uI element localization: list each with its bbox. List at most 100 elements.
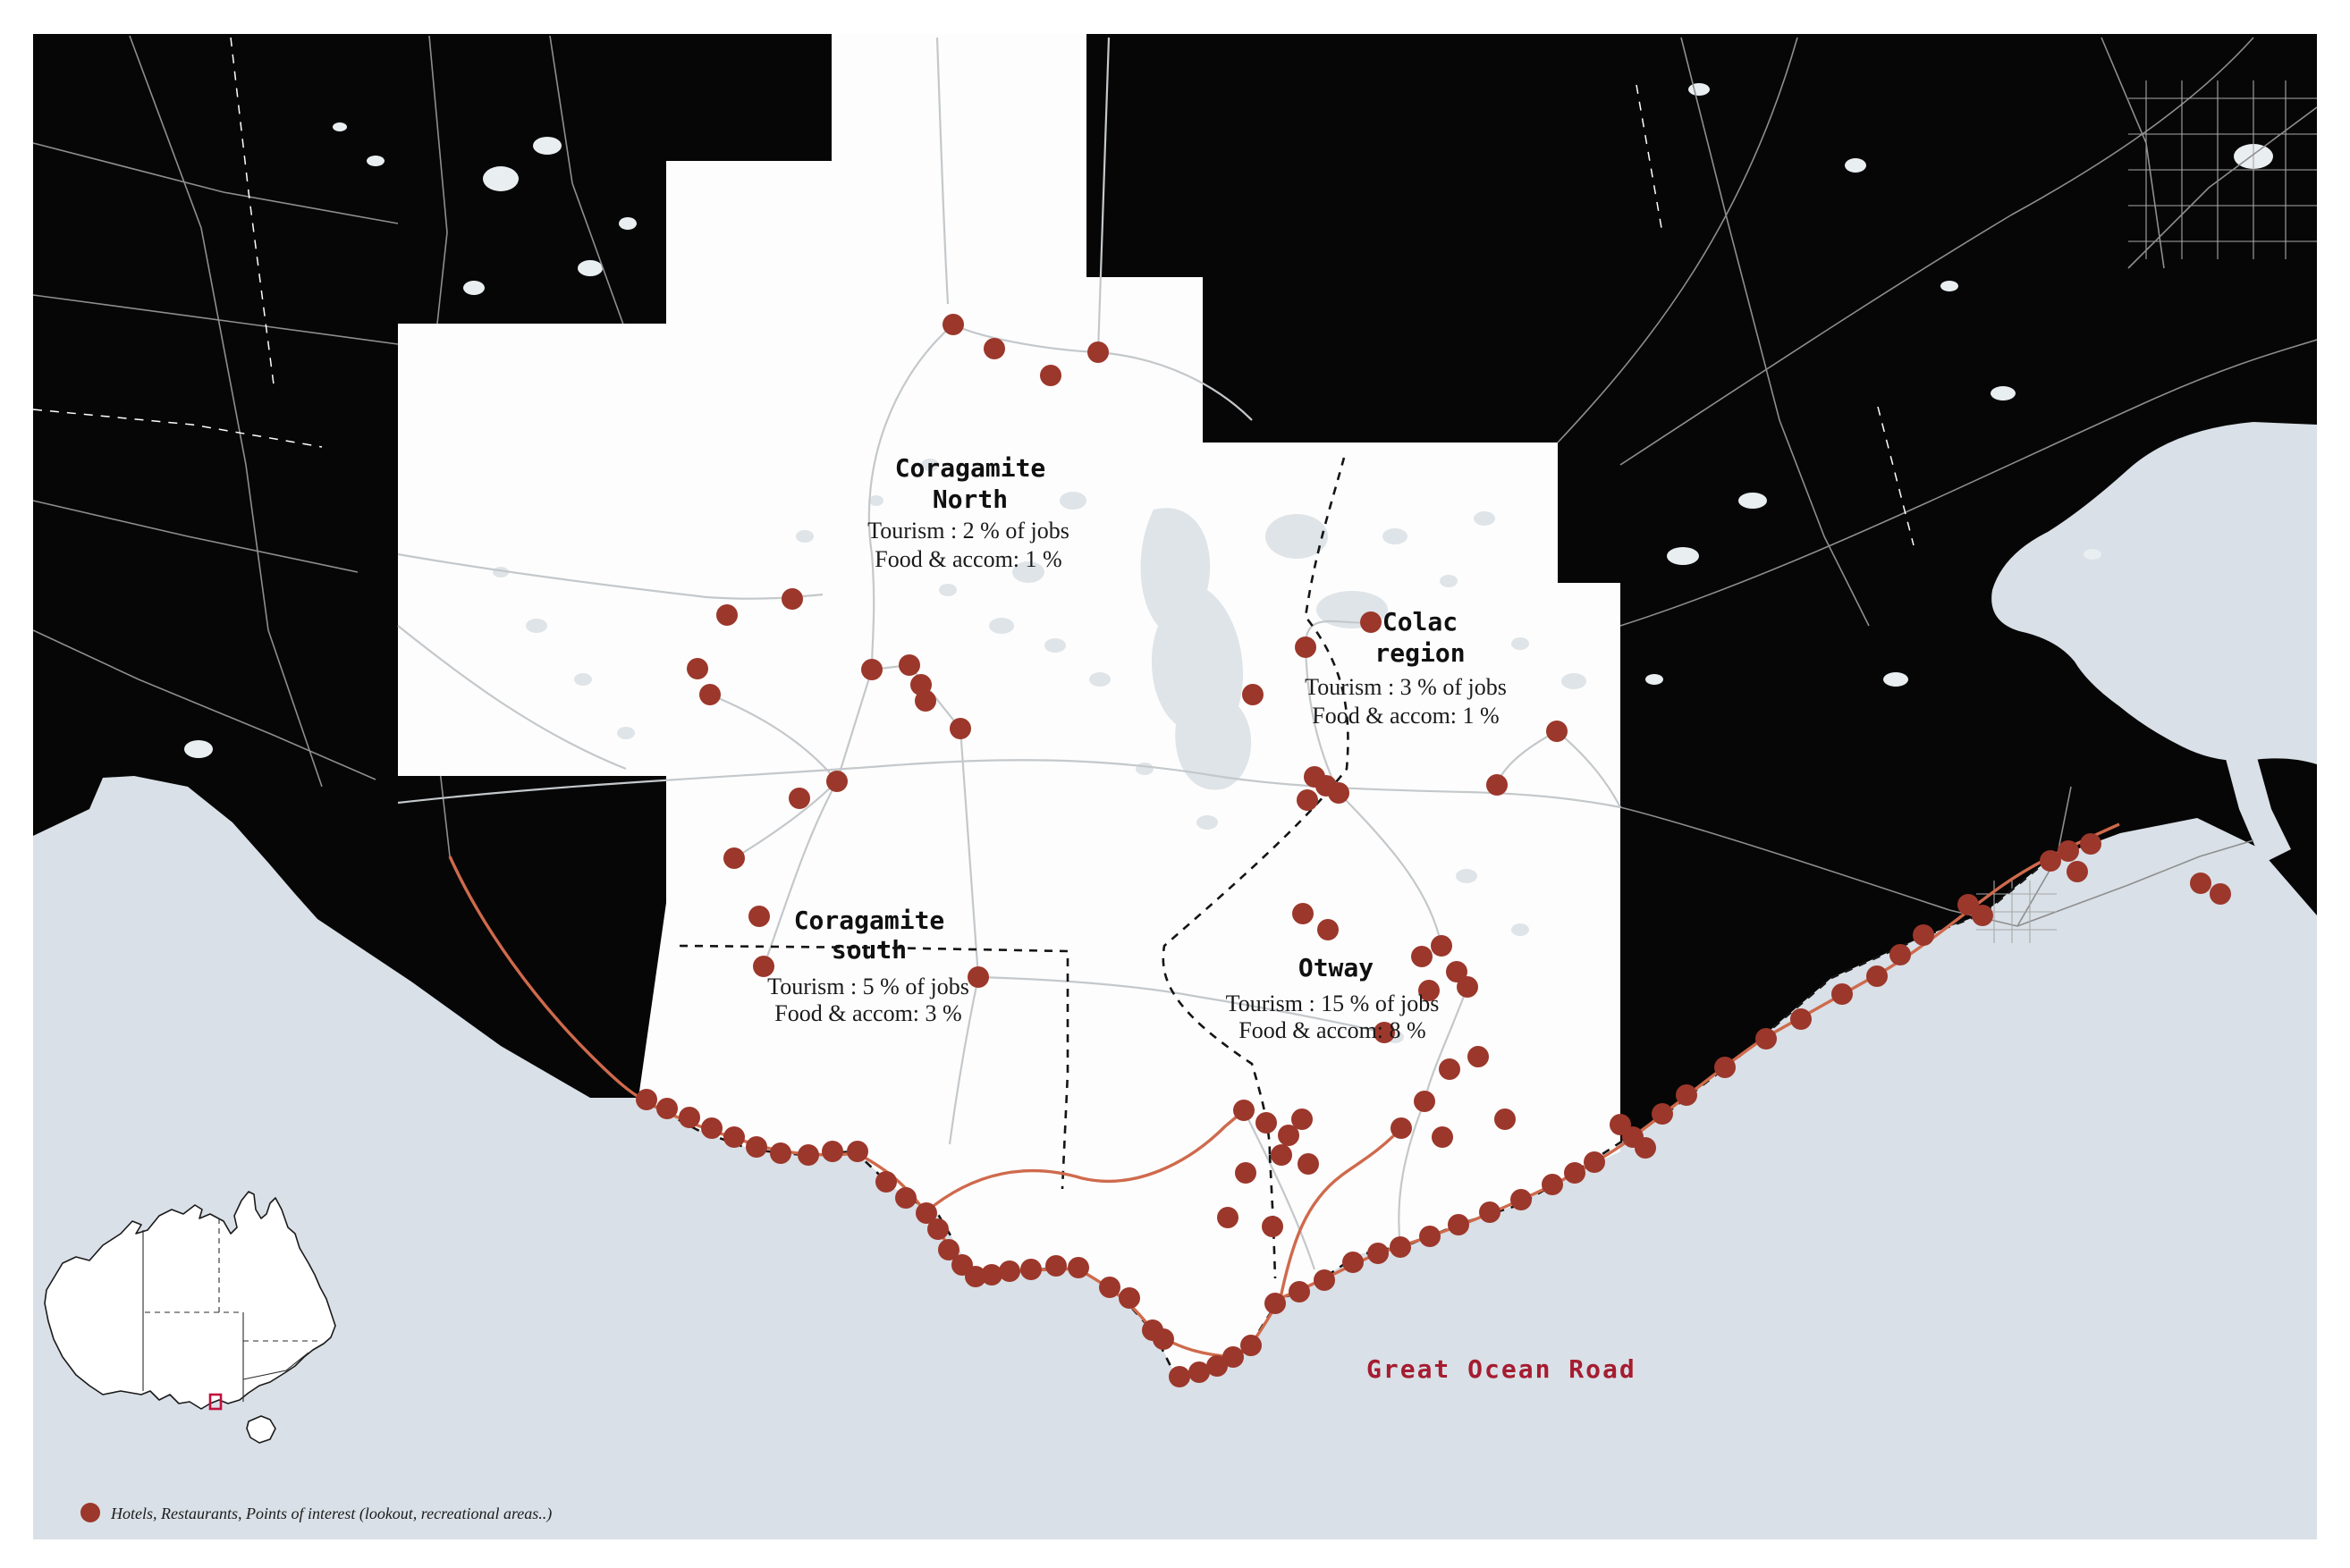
- poi-marker: [1913, 924, 1934, 946]
- poi-marker: [1291, 1109, 1313, 1130]
- poi-marker: [1431, 935, 1452, 957]
- poi-marker: [938, 1239, 959, 1260]
- poi-marker: [1584, 1151, 1605, 1173]
- region-title-coragamite-north-line2: North: [933, 485, 1008, 514]
- region-stat-coragamite-south-2: Food & accom: 3 %: [774, 1000, 961, 1026]
- poi-marker: [1790, 1008, 1812, 1030]
- poi-marker: [1432, 1126, 1453, 1148]
- poi-marker: [1142, 1319, 1163, 1341]
- poi-marker: [1262, 1216, 1283, 1237]
- poi-marker: [861, 659, 883, 680]
- region-stat-colac-2: Food & accom: 1 %: [1312, 703, 1499, 729]
- poi-marker: [1278, 1125, 1299, 1146]
- poi-marker: [1457, 976, 1478, 998]
- state-borders: [142, 1218, 320, 1402]
- poi-marker: [2190, 873, 2211, 894]
- poi-marker: [746, 1136, 767, 1158]
- poi-marker: [943, 314, 964, 335]
- poi-marker: [999, 1260, 1020, 1282]
- poi-marker: [1635, 1137, 1656, 1159]
- poi-marker: [782, 588, 803, 610]
- poi-marker: [656, 1098, 678, 1119]
- poi-marker: [981, 1264, 1002, 1286]
- poi-marker: [2040, 850, 2061, 872]
- poi-markers: [636, 314, 2231, 1387]
- region-stat-otway-2: Food & accom: 8 %: [1238, 1017, 1425, 1043]
- region-title-coragamite-south-line2: south: [832, 935, 907, 965]
- poi-marker: [1510, 1189, 1532, 1210]
- geelong-street-grid: [1976, 881, 2057, 943]
- poi-marker: [1446, 961, 1467, 982]
- poi-marker: [951, 1254, 973, 1276]
- poi-marker: [1169, 1366, 1190, 1387]
- tasmania-outline: [246, 1415, 276, 1444]
- poi-marker: [916, 1202, 937, 1224]
- region-stat-coragamite-north-2: Food & accom: 1 %: [875, 546, 1061, 572]
- poi-marker: [1242, 684, 1264, 705]
- poi-marker: [1317, 919, 1339, 940]
- region-stat-coragamite-north-1: Tourism : 2 % of jobs: [867, 518, 1069, 544]
- poi-marker: [1676, 1084, 1697, 1106]
- region-labels: Coragamite North Tourism : 2 % of jobs F…: [767, 453, 1507, 1043]
- poi-marker: [1342, 1252, 1364, 1273]
- poi-marker: [1045, 1255, 1067, 1277]
- poi-marker: [1479, 1201, 1500, 1223]
- poi-marker: [716, 604, 738, 626]
- poi-marker: [1240, 1335, 1262, 1356]
- poi-marker: [1020, 1259, 1042, 1280]
- poi-marker: [1448, 1214, 1469, 1235]
- poi-marker: [1439, 1058, 1460, 1080]
- poi-marker: [679, 1107, 700, 1128]
- poi-marker: [2080, 833, 2101, 855]
- poi-marker: [1652, 1103, 1673, 1125]
- poi-marker: [895, 1187, 917, 1209]
- poi-marker: [1295, 636, 1316, 658]
- poi-marker: [1390, 1236, 1411, 1258]
- australia-outline: [44, 1191, 336, 1410]
- poi-marker: [1714, 1057, 1736, 1078]
- poi-marker: [753, 956, 774, 977]
- legend: Hotels, Restaurants, Points of interest …: [80, 1503, 552, 1523]
- poi-marker: [699, 684, 721, 705]
- poi-marker: [723, 1126, 745, 1148]
- poi-marker: [1328, 782, 1349, 804]
- study-area-locator-box: [208, 1393, 223, 1411]
- great-ocean-road-label: Great Ocean Road: [1366, 1354, 1636, 1384]
- poi-marker: [1289, 1281, 1310, 1302]
- bay-heads-channel: [2225, 751, 2291, 864]
- poi-legend-dot: [80, 1503, 100, 1522]
- poi-marker: [1755, 1028, 1777, 1050]
- poi-marker: [1866, 965, 1888, 987]
- region-title-coragamite-north-line1: Coragamite: [895, 453, 1046, 483]
- poi-marker: [1298, 1153, 1319, 1175]
- poi-marker: [2058, 840, 2079, 862]
- poi-marker: [1391, 1117, 1412, 1139]
- poi-marker: [1360, 611, 1382, 633]
- port-phillip-bay: [1991, 422, 2317, 764]
- poi-marker: [1297, 789, 1318, 811]
- poi-marker: [899, 654, 920, 676]
- poi-marker: [723, 847, 745, 869]
- poi-marker: [1367, 1243, 1389, 1264]
- poi-marker: [910, 674, 932, 695]
- lakes-on-dark-land: [184, 83, 2273, 758]
- poi-marker: [687, 658, 708, 679]
- poi-marker: [1188, 1361, 1210, 1383]
- poi-marker: [1292, 903, 1314, 924]
- study-region: [398, 34, 1620, 1378]
- poi-marker: [701, 1117, 723, 1139]
- poi-marker: [1264, 1293, 1286, 1314]
- region-stat-otway-1: Tourism : 15 % of jobs: [1226, 991, 1440, 1016]
- poi-marker: [1831, 983, 1853, 1005]
- poi-marker: [826, 771, 848, 792]
- legend-label: Hotels, Restaurants, Points of interest …: [110, 1505, 552, 1523]
- region-stat-coragamite-south-1: Tourism : 5 % of jobs: [767, 974, 969, 999]
- poi-marker: [1233, 1100, 1255, 1121]
- region-title-colac-line1: Colac: [1382, 607, 1458, 636]
- poi-marker: [636, 1089, 657, 1110]
- poi-marker: [984, 338, 1005, 359]
- poi-marker: [1099, 1277, 1120, 1298]
- poi-marker: [1374, 1022, 1395, 1043]
- region-title-colac-line2: region: [1374, 638, 1465, 668]
